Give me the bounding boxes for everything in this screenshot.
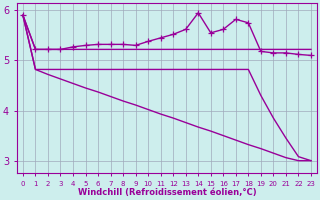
X-axis label: Windchill (Refroidissement éolien,°C): Windchill (Refroidissement éolien,°C) (78, 188, 256, 197)
